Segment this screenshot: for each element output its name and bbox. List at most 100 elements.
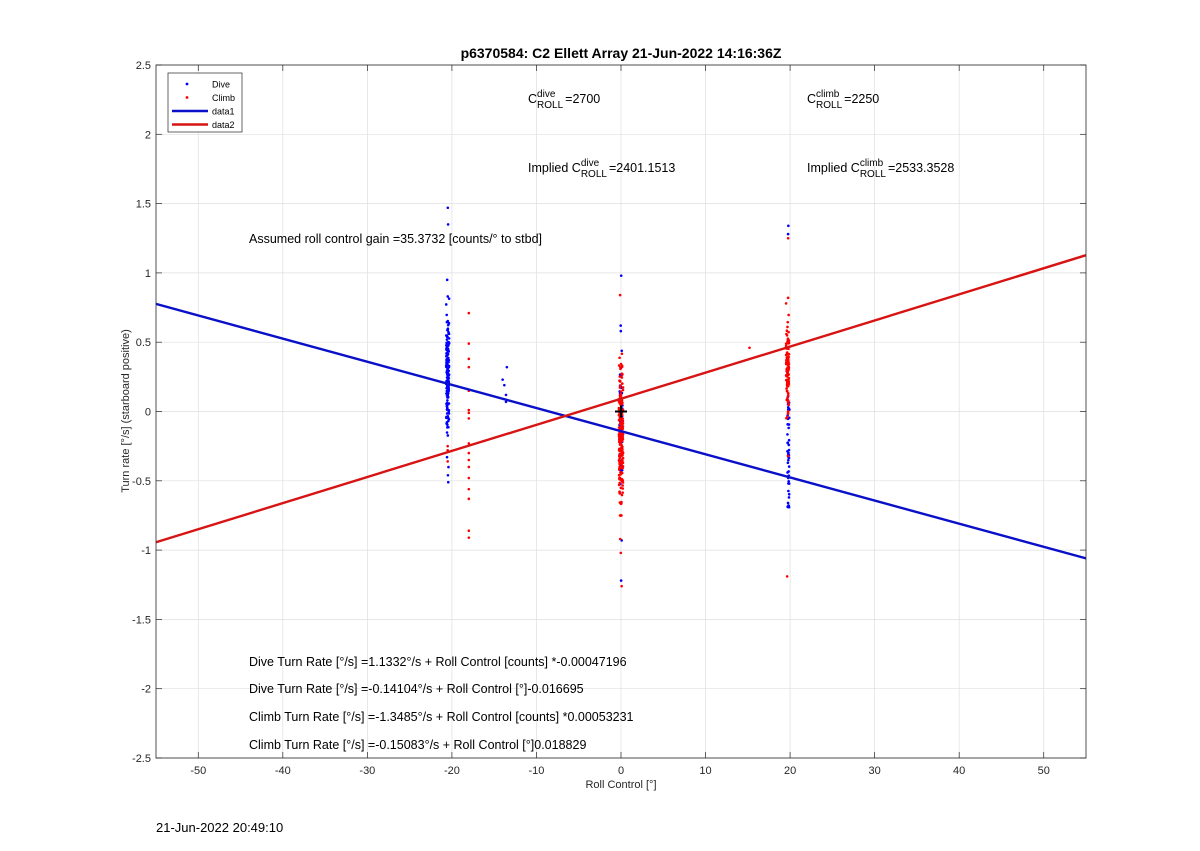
- climb-point: [621, 408, 625, 412]
- climb-point: [446, 460, 449, 463]
- climb-point: [617, 448, 621, 452]
- dive-point: [786, 433, 789, 436]
- y-tick-label: 0.5: [136, 337, 151, 349]
- climb-point: [786, 412, 790, 415]
- climb-point: [467, 311, 471, 315]
- climb-point: [784, 373, 788, 377]
- annotation-text: Cclimb ROLL =2250: [807, 89, 879, 111]
- climb-point: [786, 394, 790, 397]
- dive-point: [503, 383, 506, 387]
- climb-point: [619, 423, 622, 427]
- dive-point: [445, 455, 449, 459]
- climb-point: [786, 454, 790, 458]
- dive-point: [619, 329, 623, 333]
- dive-point: [447, 390, 450, 393]
- annotation-sub: ROLL: [537, 100, 564, 111]
- dive-point: [619, 324, 623, 327]
- fit-line-data2: [156, 254, 1086, 544]
- dive-point: [446, 426, 449, 429]
- climb-point: [785, 398, 788, 402]
- data-layer: [156, 206, 1086, 588]
- climb-point: [618, 379, 622, 383]
- climb-point: [621, 484, 624, 487]
- annotation-sup: dive: [537, 89, 556, 100]
- climb-point: [620, 365, 624, 369]
- climb-point: [785, 358, 788, 362]
- dive-point: [620, 468, 624, 472]
- dive-point: [446, 392, 450, 395]
- dive-point: [445, 431, 449, 434]
- dive-point: [444, 303, 448, 306]
- dive-point: [447, 412, 451, 415]
- climb-point: [621, 461, 625, 465]
- climb-point: [467, 411, 471, 415]
- x-tick-label: -40: [275, 765, 291, 777]
- dive-point: [787, 479, 790, 483]
- annotation-value: =2700: [565, 92, 600, 106]
- dive-point: [505, 365, 509, 369]
- x-tick-label: -20: [444, 765, 460, 777]
- climb-point: [618, 501, 622, 504]
- dive-point: [787, 504, 791, 508]
- climb-point: [620, 458, 624, 461]
- climb-point: [618, 481, 621, 485]
- dive-point: [787, 465, 791, 468]
- dive-point: [447, 465, 450, 469]
- climb-point: [467, 487, 471, 491]
- climb-point: [617, 468, 621, 471]
- climb-point: [619, 438, 623, 442]
- climb-point: [784, 302, 788, 305]
- climb-point: [467, 442, 471, 445]
- chart-title: p6370584: C2 Ellett Array 21-Jun-2022 14…: [461, 45, 782, 61]
- annotation-gain: Assumed roll control gain =35.3732 [coun…: [249, 232, 542, 246]
- annotation-base: C: [572, 161, 581, 175]
- climb-point: [617, 440, 621, 444]
- dive-point: [447, 416, 450, 420]
- climb-point: [619, 362, 623, 366]
- dive-point: [445, 371, 448, 374]
- dive-point: [445, 341, 448, 345]
- climb-point: [786, 296, 790, 300]
- y-tick-label: 2.5: [136, 60, 151, 72]
- climb-point: [618, 452, 622, 456]
- dive-point: [787, 458, 790, 462]
- dive-point: [445, 385, 449, 389]
- climb-point: [621, 491, 624, 494]
- x-axis-label: Roll Control [°]: [585, 779, 656, 791]
- dive-point: [787, 426, 790, 430]
- climb-point: [787, 376, 791, 380]
- dive-point: [446, 379, 450, 383]
- dive-point: [446, 223, 450, 226]
- dive-point: [786, 501, 790, 505]
- climb-point: [617, 473, 621, 477]
- annotation-sup: climb: [816, 89, 840, 100]
- climb-point: [787, 355, 790, 359]
- dive-point: [445, 376, 449, 379]
- climb-point: [618, 356, 621, 360]
- climb-point: [467, 417, 471, 420]
- annotation-sup: climb: [860, 158, 884, 169]
- annotation-prefix: Implied: [528, 161, 572, 175]
- dive-point: [445, 278, 449, 282]
- dive-point: [446, 319, 450, 323]
- annotation-fit-equation: Dive Turn Rate [°/s] =-0.14104°/s + Roll…: [249, 682, 584, 696]
- annotation-sub: ROLL: [816, 100, 843, 111]
- dive-point: [446, 335, 449, 339]
- dive-point: [445, 359, 449, 362]
- dive-point: [446, 206, 450, 210]
- dive-point: [446, 373, 450, 376]
- dive-point: [786, 441, 790, 445]
- dive-point: [445, 338, 449, 341]
- dive-point: [786, 423, 789, 426]
- annotation-prefix: Implied: [807, 161, 851, 175]
- climb-point: [787, 403, 790, 407]
- dive-point: [447, 341, 451, 344]
- annotation-c_roll_climb: Cclimb ROLL =2250: [807, 89, 879, 111]
- legend-marker-dive: [185, 82, 189, 86]
- climb-point: [620, 449, 624, 453]
- climb-point: [621, 487, 625, 490]
- climb-point: [618, 456, 621, 460]
- annotation-fit-equation: Dive Turn Rate [°/s] =1.1332°/s + Roll C…: [249, 655, 627, 669]
- dive-point: [445, 408, 449, 411]
